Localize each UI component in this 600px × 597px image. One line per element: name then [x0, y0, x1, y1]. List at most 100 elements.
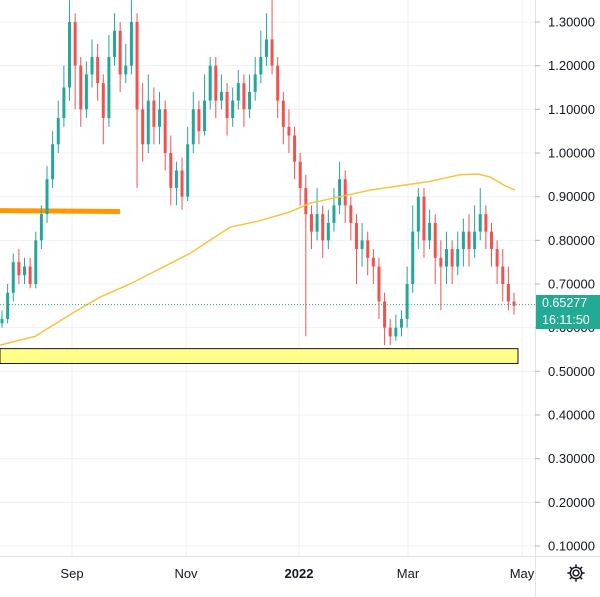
candle-body — [428, 222, 432, 241]
candle-body — [473, 231, 477, 250]
candle-body — [23, 266, 27, 276]
moving-average-line — [0, 173, 516, 346]
candle-body — [236, 83, 240, 101]
candle-body — [270, 39, 274, 66]
y-tick-label: 1.10000 — [548, 102, 595, 117]
candle-body — [456, 249, 460, 267]
candle-body — [467, 231, 471, 250]
candle-body — [433, 222, 437, 258]
candle-body — [73, 22, 77, 66]
candle-body — [208, 65, 212, 101]
y-tick-label: 0.80000 — [548, 233, 595, 248]
candle-body — [146, 100, 150, 145]
candle-body — [28, 266, 32, 284]
candle-body — [450, 249, 454, 267]
y-tick-label: 0.20000 — [548, 495, 595, 510]
candle-body — [478, 214, 482, 232]
x-tick-label: 2022 — [285, 566, 314, 581]
candle-body — [304, 187, 308, 215]
candle-body — [394, 327, 398, 337]
candle-body — [332, 205, 336, 223]
candle-body — [84, 74, 88, 110]
candle-body — [354, 222, 358, 250]
candle-body — [461, 231, 465, 250]
candle-body — [315, 214, 319, 232]
candle-body — [293, 135, 297, 162]
candle-body — [416, 196, 420, 232]
candle-body — [203, 100, 207, 132]
candle-body — [326, 222, 330, 241]
candle-body — [141, 109, 145, 145]
x-tick-label: Nov — [174, 566, 198, 581]
candle-body — [242, 83, 246, 110]
candle-body — [129, 22, 133, 66]
candle-body — [405, 284, 409, 319]
candle-body — [309, 214, 313, 232]
candle-body — [152, 100, 156, 127]
candle-body — [56, 118, 60, 145]
candle-body — [439, 257, 443, 267]
candle-body — [169, 153, 173, 188]
candle-body — [377, 266, 381, 302]
y-tick-label: 1.30000 — [548, 15, 595, 30]
y-axis: 0.100000.200000.300000.400000.500000.600… — [535, 15, 595, 554]
y-tick-label: 0.10000 — [548, 539, 595, 554]
candle-body — [281, 100, 285, 127]
x-axis: Sep Nov 2022 Mar May — [60, 566, 534, 581]
candle-body — [388, 327, 392, 337]
candle-body — [45, 179, 49, 215]
countdown-label: 16:11:50 — [542, 313, 590, 327]
candle-body — [180, 170, 184, 197]
candle-body — [321, 214, 325, 241]
candle-body — [276, 65, 280, 101]
candle-body — [225, 91, 229, 119]
candle-body — [422, 196, 426, 241]
candle-body — [231, 100, 235, 119]
candle-body — [118, 30, 122, 75]
candle-body — [0, 318, 4, 324]
candle-body — [360, 240, 364, 250]
candle-body — [34, 240, 38, 284]
x-tick-label: Sep — [60, 566, 83, 581]
candle-body — [484, 214, 488, 232]
candle-body — [298, 161, 302, 188]
candle-body — [343, 179, 347, 206]
grid — [0, 0, 535, 556]
candle-body — [39, 214, 43, 241]
current-price-badge: 0.65277 16:11:50 — [536, 295, 600, 329]
trend-line — [0, 208, 121, 215]
y-tick-label: 1.20000 — [548, 58, 595, 73]
candle-body — [174, 170, 178, 188]
candle-body — [399, 318, 403, 328]
candle-body — [512, 301, 516, 306]
current-price-label: 0.65277 — [542, 296, 588, 310]
candle-body — [79, 65, 83, 110]
candle-body — [158, 109, 162, 127]
support-zone — [0, 348, 519, 364]
candle-body — [101, 83, 105, 119]
candle-body — [90, 56, 94, 75]
candle-body — [506, 284, 510, 302]
candle-body — [264, 39, 268, 57]
candle-body — [495, 249, 499, 267]
candle-body — [96, 56, 100, 84]
y-tick-label: 0.70000 — [548, 277, 595, 292]
candle-body — [248, 91, 252, 110]
candle-body — [191, 109, 195, 145]
candle-body — [135, 22, 139, 110]
candle-body — [253, 74, 257, 92]
gear-icon[interactable] — [565, 562, 587, 584]
candle-body — [197, 109, 201, 132]
candle-body — [444, 249, 448, 267]
candle-body — [214, 65, 218, 101]
candles — [0, 0, 516, 346]
candle-body — [411, 231, 415, 284]
candle-body — [163, 109, 167, 153]
candle-body — [124, 65, 128, 75]
candle-body — [6, 292, 10, 319]
y-tick-label: 0.30000 — [548, 451, 595, 466]
y-tick-label: 1.00000 — [548, 146, 595, 161]
candle-body — [62, 87, 66, 119]
candle-body — [349, 205, 353, 223]
